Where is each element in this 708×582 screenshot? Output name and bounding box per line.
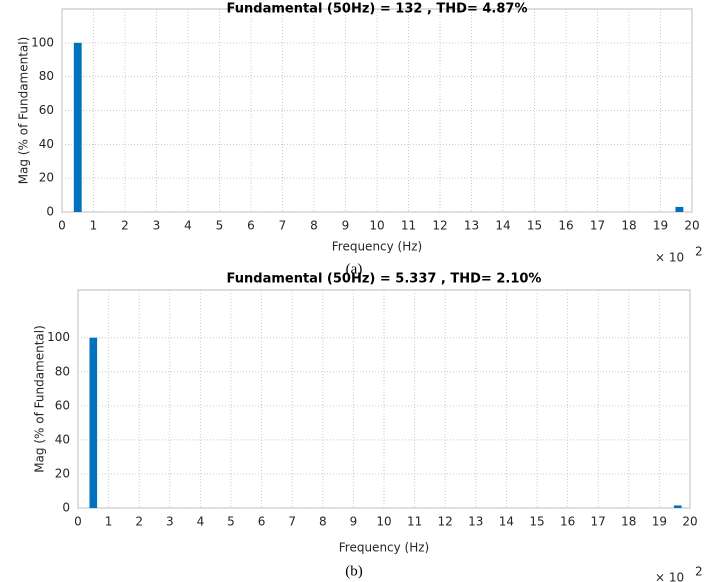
x-tick-label: 13 <box>464 219 479 233</box>
x-tick-label: 13 <box>468 515 483 529</box>
x-tick-label: 18 <box>621 219 636 233</box>
x-tick-label: 12 <box>438 515 453 529</box>
x-tick-label: 5 <box>216 219 224 233</box>
y-tick-label: 60 <box>55 398 70 412</box>
x-tick-label: 17 <box>590 219 605 233</box>
x-scale-exponent: 2 <box>695 245 703 259</box>
x-tick-label: 19 <box>652 515 667 529</box>
x-tick-label: 1 <box>90 219 98 233</box>
x-tick-label: 9 <box>342 219 350 233</box>
x-tick-label: 1 <box>105 515 113 529</box>
x-tick-label: 2 <box>121 219 129 233</box>
bar <box>89 337 98 508</box>
x-tick-label: 14 <box>499 515 514 529</box>
chart-title: Fundamental (50Hz) = 132 , THD= 4.87% <box>227 2 528 17</box>
x-tick-label: 16 <box>560 515 575 529</box>
x-tick-label: 10 <box>376 515 391 529</box>
x-tick-label: 16 <box>558 219 573 233</box>
x-tick-label: 8 <box>319 515 327 529</box>
x-tick-label: 18 <box>621 515 636 529</box>
x-tick-label: 11 <box>401 219 416 233</box>
x-tick-label: 9 <box>350 515 358 529</box>
y-tick-label: 100 <box>31 35 54 49</box>
y-tick-label: 40 <box>39 137 54 151</box>
x-tick-label: 15 <box>529 515 544 529</box>
x-tick-label: 2 <box>135 515 143 529</box>
x-axis-label: Frequency (Hz) <box>339 541 430 555</box>
x-tick-label: 8 <box>310 219 318 233</box>
x-tick-label: 12 <box>432 219 447 233</box>
x-tick-label: 0 <box>74 515 82 529</box>
x-tick-label: 3 <box>153 219 161 233</box>
y-tick-label: 80 <box>55 364 70 378</box>
x-tick-label: 20 <box>682 515 697 529</box>
x-tick-label: 6 <box>247 219 255 233</box>
x-scale-label: × 10 <box>655 571 684 582</box>
caption: (a) <box>346 261 363 277</box>
x-tick-label: 6 <box>258 515 266 529</box>
y-tick-label: 40 <box>55 432 70 446</box>
caption: (b) <box>345 563 363 579</box>
bar <box>673 505 682 508</box>
x-tick-label: 7 <box>288 515 296 529</box>
x-tick-label: 3 <box>166 515 174 529</box>
y-tick-label: 20 <box>39 171 54 185</box>
x-tick-label: 17 <box>591 515 606 529</box>
y-tick-label: 60 <box>39 103 54 117</box>
y-tick-label: 80 <box>39 69 54 83</box>
x-tick-label: 7 <box>279 219 287 233</box>
x-scale-exponent: 2 <box>695 565 703 579</box>
y-axis-label: Mag (% of Fundamental) <box>17 37 31 185</box>
x-scale-label: × 10 <box>655 251 684 265</box>
y-tick-label: 0 <box>62 501 70 515</box>
x-tick-label: 10 <box>369 219 384 233</box>
x-axis-label: Frequency (Hz) <box>332 240 423 254</box>
x-tick-label: 19 <box>653 219 668 233</box>
x-tick-label: 4 <box>184 219 192 233</box>
x-tick-label: 5 <box>227 515 235 529</box>
y-axis-label: Mag (% of Fundamental) <box>33 325 47 473</box>
y-tick-label: 0 <box>46 205 54 219</box>
bar <box>73 42 82 213</box>
x-tick-label: 14 <box>495 219 510 233</box>
x-tick-label: 15 <box>527 219 542 233</box>
x-tick-label: 11 <box>407 515 422 529</box>
bar <box>675 206 684 212</box>
x-tick-label: 20 <box>684 219 699 233</box>
x-tick-label: 0 <box>58 219 66 233</box>
y-tick-label: 100 <box>47 330 70 344</box>
y-tick-label: 20 <box>55 466 70 480</box>
x-tick-label: 4 <box>197 515 205 529</box>
chart-title: Fundamental (50Hz) = 5.337 , THD= 2.10% <box>227 272 542 287</box>
